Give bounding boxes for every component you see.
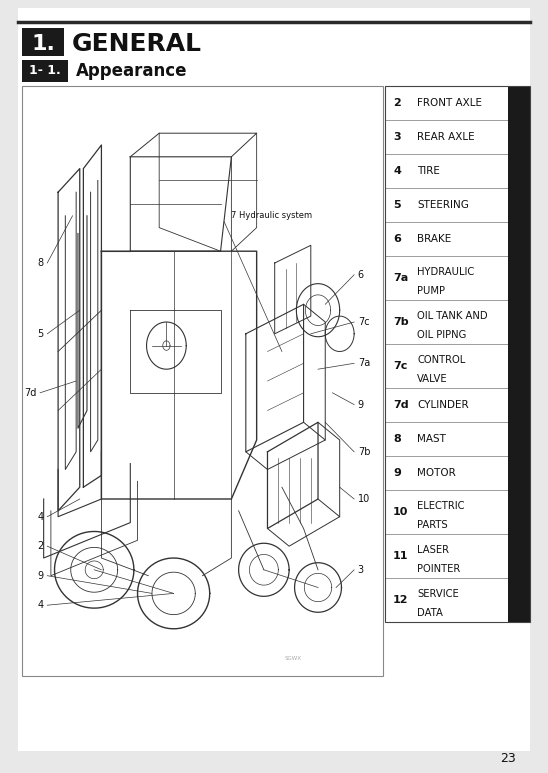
- Bar: [22, 86, 383, 676]
- Text: 7d: 7d: [393, 400, 409, 410]
- Bar: [508, 388, 530, 422]
- Bar: [508, 86, 530, 120]
- Text: HYDRAULIC: HYDRAULIC: [417, 267, 474, 278]
- Text: TIRE: TIRE: [417, 166, 440, 176]
- Text: 5: 5: [393, 200, 401, 210]
- Bar: [385, 578, 508, 622]
- Text: OIL PIPNG: OIL PIPNG: [417, 330, 466, 340]
- Bar: [508, 188, 530, 222]
- Bar: [385, 256, 508, 300]
- Bar: [508, 344, 530, 388]
- Text: LASER: LASER: [417, 545, 449, 555]
- Text: PARTS: PARTS: [417, 520, 448, 530]
- Text: CYLINDER: CYLINDER: [417, 400, 469, 410]
- Text: 9: 9: [393, 468, 401, 478]
- Text: 7b: 7b: [393, 317, 409, 327]
- Bar: [385, 456, 508, 490]
- Bar: [508, 300, 530, 344]
- Text: 7a: 7a: [358, 359, 370, 368]
- Bar: [385, 490, 508, 534]
- Bar: [385, 120, 508, 154]
- Text: FRONT AXLE: FRONT AXLE: [417, 98, 482, 108]
- Text: 10: 10: [358, 494, 370, 504]
- Text: 23: 23: [500, 751, 516, 764]
- Bar: [508, 422, 530, 456]
- Text: 5: 5: [37, 329, 44, 339]
- Text: GENERAL: GENERAL: [72, 32, 202, 56]
- Text: 7a: 7a: [393, 273, 408, 283]
- Text: 11: 11: [393, 551, 408, 561]
- Bar: [508, 456, 530, 490]
- Bar: [385, 388, 508, 422]
- Bar: [22, 28, 64, 56]
- Text: MOTOR: MOTOR: [417, 468, 456, 478]
- Bar: [385, 534, 508, 578]
- Bar: [385, 300, 508, 344]
- Bar: [385, 222, 508, 256]
- Text: POINTER: POINTER: [417, 564, 460, 574]
- Text: 6: 6: [358, 270, 364, 280]
- Bar: [22, 60, 68, 82]
- Bar: [508, 490, 530, 534]
- Text: 4: 4: [37, 512, 44, 522]
- Text: 6: 6: [393, 234, 401, 244]
- Text: 4: 4: [393, 166, 401, 176]
- Text: 3: 3: [358, 565, 364, 575]
- Text: PUMP: PUMP: [417, 286, 445, 296]
- Text: SGWX: SGWX: [284, 656, 301, 661]
- Text: OIL TANK AND: OIL TANK AND: [417, 312, 488, 322]
- Text: 9: 9: [37, 570, 44, 581]
- Bar: [385, 422, 508, 456]
- Text: VALVE: VALVE: [417, 374, 448, 384]
- Text: DATA: DATA: [417, 608, 443, 618]
- Bar: [385, 154, 508, 188]
- Text: 1.: 1.: [31, 34, 55, 54]
- Text: 10: 10: [393, 507, 408, 517]
- Text: 7c: 7c: [393, 361, 407, 371]
- Text: BRAKE: BRAKE: [417, 234, 451, 244]
- Bar: [508, 154, 530, 188]
- Text: 8: 8: [37, 258, 44, 268]
- Text: 9: 9: [358, 400, 364, 410]
- Text: MAST: MAST: [417, 434, 446, 444]
- Text: 7d: 7d: [24, 388, 36, 398]
- Text: SERVICE: SERVICE: [417, 589, 459, 599]
- Text: 2: 2: [393, 98, 401, 108]
- Text: ELECTRIC: ELECTRIC: [417, 501, 465, 511]
- Bar: [508, 120, 530, 154]
- Bar: [385, 188, 508, 222]
- Text: 12: 12: [393, 595, 408, 605]
- Bar: [385, 86, 508, 120]
- Text: 3: 3: [393, 132, 401, 142]
- Text: 7b: 7b: [358, 447, 370, 457]
- Text: 7c: 7c: [358, 317, 369, 327]
- Bar: [385, 86, 530, 622]
- Bar: [508, 534, 530, 578]
- Text: CONTROL: CONTROL: [417, 356, 465, 366]
- Text: 4: 4: [37, 600, 44, 610]
- Text: REAR AXLE: REAR AXLE: [417, 132, 475, 142]
- Text: 2: 2: [37, 541, 44, 551]
- Bar: [508, 578, 530, 622]
- Text: Appearance: Appearance: [76, 62, 187, 80]
- Text: 1- 1.: 1- 1.: [29, 64, 61, 77]
- Bar: [385, 344, 508, 388]
- Text: STEERING: STEERING: [417, 200, 469, 210]
- Text: 8: 8: [393, 434, 401, 444]
- Bar: [508, 222, 530, 256]
- Text: 7 Hydraulic system: 7 Hydraulic system: [231, 211, 312, 220]
- Bar: [508, 256, 530, 300]
